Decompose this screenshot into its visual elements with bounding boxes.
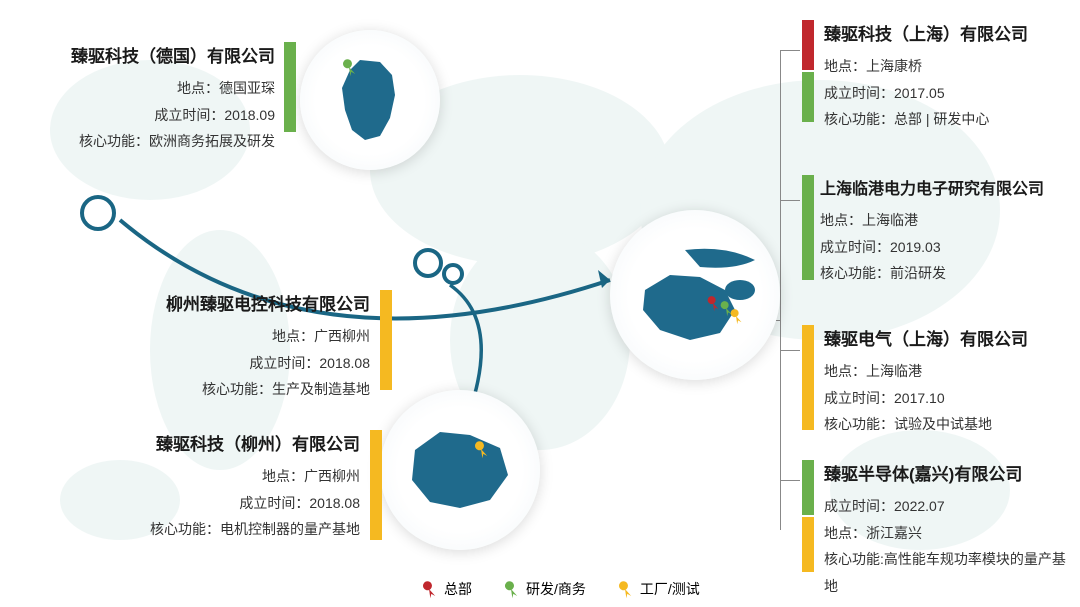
- entity-sh2: 上海临港电力电子研究有限公司 地点：上海临港 成立时间：2019.03 核心功能…: [820, 175, 1080, 287]
- title-lz1: 柳州臻驱电控科技有限公司: [100, 290, 370, 315]
- loc-sh2: 地点：上海临港: [820, 207, 1080, 234]
- founded-lz2: 成立时间：2018.08: [70, 490, 360, 517]
- bar-jxb: [802, 517, 814, 572]
- bar-lz1: [380, 290, 392, 390]
- loc-sh3: 地点：上海临港: [824, 358, 1079, 385]
- core-de: 核心功能：欧洲商务拓展及研发: [0, 128, 275, 155]
- loc-lz1: 地点：广西柳州: [100, 323, 370, 350]
- bar-jxa: [802, 460, 814, 515]
- core-lz1: 核心功能：生产及制造基地: [100, 376, 370, 403]
- bar-sh1b: [802, 72, 814, 122]
- loc-jx: 地点：浙江嘉兴: [824, 520, 1079, 547]
- connector-h-sh1: [780, 50, 800, 51]
- founded-sh2: 成立时间：2019.03: [820, 234, 1080, 261]
- legend-rd-text: 研发/商务: [526, 579, 586, 599]
- core-jx: 核心功能:高性能车规功率模块的量产基地: [824, 546, 1079, 599]
- founded-de: 成立时间：2018.09: [0, 102, 275, 129]
- legend: 总部 研发/商务 工厂/测试: [420, 579, 700, 599]
- loc-lz2: 地点：广西柳州: [70, 463, 360, 490]
- legend-rd: 研发/商务: [502, 579, 586, 599]
- legend-factory-text: 工厂/测试: [640, 579, 700, 599]
- connector-v-right: [780, 50, 781, 530]
- entity-lz1: 柳州臻驱电控科技有限公司 地点：广西柳州 成立时间：2018.08 核心功能：生…: [100, 290, 370, 403]
- map-shanghai: [610, 210, 780, 380]
- legend-factory: 工厂/测试: [616, 579, 700, 599]
- title-jx: 臻驱半导体(嘉兴)有限公司: [824, 460, 1079, 485]
- map-germany: [300, 30, 440, 170]
- entity-sh1: 臻驱科技（上海）有限公司 地点：上海康桥 成立时间：2017.05 核心功能：总…: [824, 20, 1079, 133]
- decor-ring-2: [413, 248, 443, 278]
- connector-h-sh3: [780, 350, 800, 351]
- connector-h-jx: [780, 480, 800, 481]
- connector-h-sh2: [780, 200, 800, 201]
- title-sh1: 臻驱科技（上海）有限公司: [824, 20, 1079, 45]
- founded-sh1: 成立时间：2017.05: [824, 80, 1079, 107]
- loc-de: 地点：德国亚琛: [0, 75, 275, 102]
- bar-sh2: [802, 175, 814, 280]
- core-lz2: 核心功能：电机控制器的量产基地: [70, 516, 360, 543]
- title-sh2: 上海临港电力电子研究有限公司: [820, 175, 1080, 199]
- title-sh3: 臻驱电气（上海）有限公司: [824, 325, 1079, 350]
- legend-hq-text: 总部: [444, 579, 472, 599]
- decor-ring-1: [80, 195, 116, 231]
- bar-sh1a: [802, 20, 814, 70]
- entity-jx: 臻驱半导体(嘉兴)有限公司 成立时间：2022.07 地点：浙江嘉兴 核心功能:…: [824, 460, 1079, 599]
- founded-lz1: 成立时间：2018.08: [100, 350, 370, 377]
- entity-sh3: 臻驱电气（上海）有限公司 地点：上海临港 成立时间：2017.10 核心功能：试…: [824, 325, 1079, 438]
- core-sh2: 核心功能：前沿研发: [820, 260, 1080, 287]
- bar-sh3: [802, 325, 814, 430]
- map-guangxi: [380, 390, 540, 550]
- bar-lz2: [370, 430, 382, 540]
- title-lz2: 臻驱科技（柳州）有限公司: [70, 430, 360, 455]
- entity-lz2: 臻驱科技（柳州）有限公司 地点：广西柳州 成立时间：2018.08 核心功能：电…: [70, 430, 360, 543]
- core-sh3: 核心功能：试验及中试基地: [824, 411, 1079, 438]
- founded-sh3: 成立时间：2017.10: [824, 385, 1079, 412]
- decor-ring-3: [442, 263, 464, 285]
- founded-jx: 成立时间：2022.07: [824, 493, 1079, 520]
- entity-de: 臻驱科技（德国）有限公司 地点：德国亚琛 成立时间：2018.09 核心功能：欧…: [0, 42, 275, 155]
- title-de: 臻驱科技（德国）有限公司: [0, 42, 275, 67]
- loc-sh1: 地点：上海康桥: [824, 53, 1079, 80]
- core-sh1: 核心功能：总部 | 研发中心: [824, 106, 1079, 133]
- legend-hq: 总部: [420, 579, 472, 599]
- bar-de: [284, 42, 296, 132]
